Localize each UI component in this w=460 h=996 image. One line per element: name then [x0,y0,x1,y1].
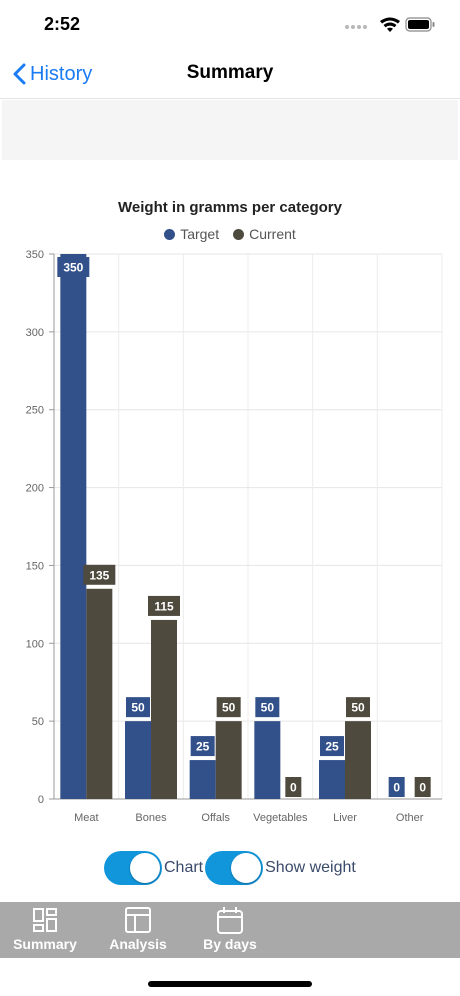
calendar-icon [217,907,243,934]
data-label: 50 [261,701,275,715]
legend-label-target: Target [180,226,220,242]
x-tick-label: Vegetables [253,812,308,824]
show-weight-toggle-label: Show weight [265,859,356,876]
y-tick-label: 250 [26,405,44,417]
y-tick-label: 50 [32,716,44,728]
data-label: 135 [89,568,109,582]
tab-analysis-label: Analysis [109,936,167,952]
data-label: 50 [351,701,365,715]
back-button[interactable]: History [12,60,92,88]
bar-target [254,721,281,799]
data-label-box [148,595,180,616]
data-label: 50 [131,701,145,715]
data-label-box [388,777,405,797]
dashboard-icon [33,908,57,932]
tab-analysis[interactable]: Analysis [100,902,176,958]
data-label-box [83,564,116,585]
data-label: 115 [154,599,174,613]
status-bar: 2:52 [0,0,460,50]
chart-toggle[interactable] [104,851,162,885]
data-label-box [285,777,302,797]
data-label-box [414,777,431,797]
back-label: History [30,62,93,85]
data-label-box [346,697,370,718]
data-label: 25 [325,740,339,754]
x-tick-label: Other [396,812,424,824]
data-label-box [57,257,90,277]
bar-current [215,721,242,799]
data-label-box [216,697,241,718]
legend-item-current[interactable]: Current [233,226,296,242]
x-tick-label: Liver [333,812,357,824]
tab-summary[interactable]: Summary [6,902,84,958]
data-label-box [190,736,215,757]
wifi-icon [380,17,400,32]
bar-current [151,619,177,799]
y-tick-label: 200 [26,483,44,495]
x-tick-label: Bones [135,812,167,824]
tab-bar: Summary Analysis By days [0,902,460,958]
chart-title: Weight in gramms per category [118,199,342,216]
data-label: 0 [393,781,400,795]
home-indicator [148,981,312,987]
y-tick-label: 300 [26,327,44,339]
nav-bar: History Summary [0,50,460,99]
x-tick-label: Meat [74,812,98,824]
toggle-knob [231,853,262,883]
data-label-box [320,736,344,757]
status-icons [344,16,436,34]
table-icon [125,907,151,933]
legend-label-current: Current [249,226,296,242]
summary-banner [2,100,458,160]
data-label: 50 [222,701,236,715]
data-label: 0 [419,781,426,795]
bar-target [125,721,151,799]
y-tick-label: 100 [26,638,44,650]
y-tick-label: 150 [26,560,44,572]
y-tick-label: 0 [38,794,44,806]
data-label: 350 [63,261,83,275]
chevron-left-icon [13,63,26,85]
bar-chart: 050100150200250300350Meat350135Bones5011… [26,249,443,824]
tab-summary-label: Summary [13,936,77,952]
tab-by-days[interactable]: By days [194,902,266,958]
battery-icon [405,17,435,32]
x-tick-label: Offals [201,812,230,824]
bar-target [60,254,87,799]
legend-dot-target [164,228,176,240]
data-label-box [255,697,280,718]
chart-legend: Target Current [0,226,460,242]
bar-target [319,760,345,799]
data-label: 25 [196,740,210,754]
tab-by-days-label: By days [203,936,257,952]
bar-target [189,760,216,799]
legend-dot-current [233,228,245,240]
bar-current [86,588,113,799]
toggle-knob [130,853,160,883]
toggle-row: Chart Show weight [104,848,356,888]
show-weight-toggle[interactable] [205,851,264,885]
y-tick-label: 350 [26,249,44,261]
page-title: Summary [186,62,274,83]
data-label-box [126,697,150,718]
data-label: 0 [290,781,297,795]
bar-current [345,721,371,799]
signal-icon [345,25,367,29]
chart-toggle-label: Chart [164,859,204,876]
status-time: 2:52 [44,14,81,34]
legend-item-target[interactable]: Target [164,226,219,242]
